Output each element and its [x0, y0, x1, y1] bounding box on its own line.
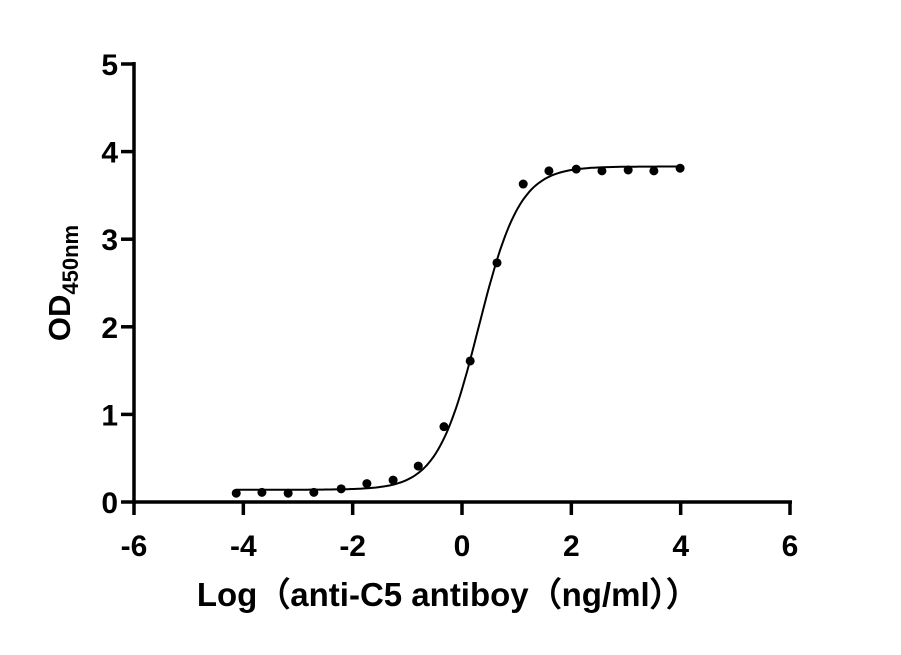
data-point: [439, 422, 449, 432]
axes: [121, 62, 792, 515]
data-point: [309, 487, 319, 497]
y-tick-label: 4: [101, 137, 118, 170]
y-tick-label: 0: [101, 487, 118, 520]
data-point: [388, 475, 398, 485]
x-tick-label: 6: [782, 530, 799, 563]
data-point: [597, 166, 607, 176]
data-point: [492, 258, 502, 268]
x-tick-label: -6: [121, 530, 148, 563]
data-point: [413, 461, 423, 471]
tick-labels: -6 -4 -2 0 2 4 6 0 1 2 3 4 5: [101, 49, 798, 563]
y-axis-label-main: OD: [42, 295, 77, 342]
data-point: [336, 484, 346, 494]
x-tick-label: -2: [339, 530, 366, 563]
data-points: [231, 163, 685, 498]
y-tick-label: 1: [101, 399, 118, 432]
data-point: [675, 163, 685, 173]
data-point: [544, 166, 554, 176]
data-point: [649, 166, 659, 176]
x-tick-label: -4: [230, 530, 257, 563]
y-tick-label: 3: [101, 224, 118, 257]
data-point: [231, 488, 241, 498]
data-point: [518, 179, 528, 189]
data-point: [465, 356, 475, 366]
data-point: [257, 487, 267, 497]
data-point: [362, 479, 372, 489]
data-point: [571, 164, 581, 174]
x-tick-label: 0: [454, 530, 471, 563]
fit-curve: [236, 165, 681, 491]
x-tick-label: 4: [672, 530, 689, 563]
y-tick-label: 5: [101, 49, 118, 82]
y-axis-label-subscript: 450nm: [58, 225, 83, 295]
x-tick-label: 2: [563, 530, 580, 563]
y-axis-label: OD450nm: [42, 225, 83, 341]
data-point: [623, 165, 633, 175]
y-tick-label: 2: [101, 312, 118, 345]
data-point: [283, 488, 293, 498]
x-axis-label: Log（anti-C5 antiboy（ng/ml））: [197, 576, 699, 613]
